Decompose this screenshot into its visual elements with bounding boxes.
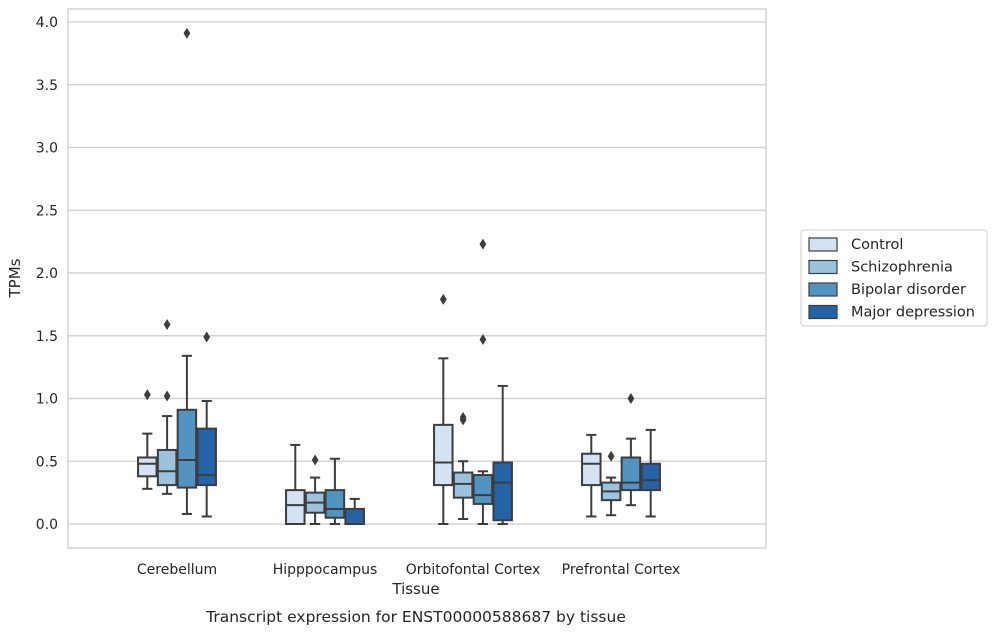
outlier-point bbox=[479, 334, 487, 346]
plot-area-frame bbox=[67, 8, 767, 549]
outlier-point bbox=[183, 27, 191, 39]
box-cerebellum-control bbox=[137, 389, 158, 490]
box-hipppocampus-control bbox=[285, 443, 306, 525]
legend-frame bbox=[800, 229, 988, 327]
outlier-point bbox=[163, 318, 171, 330]
box-prefrontal-cortex-schizophrenia bbox=[600, 450, 622, 517]
x-tick-label-cerebellum: Cerebellum bbox=[137, 562, 217, 578]
chart-caption: Transcript expression for ENST0000058868… bbox=[205, 608, 626, 626]
y-tick-label: 1.5 bbox=[36, 329, 58, 345]
x-tick-labels: Cerebellum Hipppocampus Orbitofontal Corte… bbox=[137, 562, 680, 578]
legend-label-major-depression: Major depression bbox=[851, 305, 975, 321]
box-cerebellum-major-depression bbox=[196, 331, 217, 518]
x-tick-label-hipppocampus: Hipppocampus bbox=[273, 562, 378, 578]
box-iqr bbox=[433, 423, 454, 487]
box-hipppocampus-major-depression bbox=[344, 497, 365, 526]
box-iqr bbox=[581, 452, 602, 487]
box-iqr bbox=[452, 471, 474, 499]
box-iqr bbox=[472, 474, 494, 505]
legend-label-control: Control bbox=[851, 237, 903, 253]
legend-swatch-major-depression bbox=[808, 304, 838, 320]
box-iqr bbox=[285, 489, 306, 525]
outlier-point bbox=[163, 390, 171, 402]
y-tick-label: 0.0 bbox=[36, 517, 58, 533]
box-iqr bbox=[324, 489, 346, 519]
outlier-point bbox=[627, 393, 635, 404]
outlier-point bbox=[607, 450, 615, 462]
outlier-point bbox=[459, 411, 467, 423]
gridlines bbox=[68, 21, 766, 525]
box-cerebellum-schizophrenia bbox=[156, 318, 178, 495]
outlier-point bbox=[203, 331, 211, 343]
box-orbitofontal-cortex-control bbox=[433, 293, 454, 525]
box-cerebellum-bipolar-disorder bbox=[176, 27, 198, 515]
box-iqr bbox=[137, 456, 158, 478]
box-iqr bbox=[176, 408, 198, 489]
outlier-point bbox=[439, 293, 447, 305]
outlier-point bbox=[143, 389, 151, 401]
y-tick-label: 0.5 bbox=[36, 454, 58, 470]
box-orbitofontal-cortex-schizophrenia bbox=[452, 411, 474, 520]
box-prefrontal-cortex-bipolar-disorder bbox=[620, 393, 642, 507]
outlier-point bbox=[479, 238, 487, 250]
box-iqr bbox=[620, 456, 642, 492]
legend-swatch-bipolar-disorder bbox=[808, 282, 838, 297]
box-hipppocampus-bipolar-disorder bbox=[324, 457, 346, 525]
y-tick-label: 2.5 bbox=[36, 203, 58, 219]
box-iqr bbox=[156, 448, 178, 487]
x-tick-label-prefrontal-cortex: Prefrontal Cortex bbox=[562, 562, 681, 578]
box-orbitofontal-cortex-major-depression bbox=[492, 384, 513, 525]
y-tick-label: 2.0 bbox=[36, 266, 58, 282]
y-tick-labels: 0.0 0.5 1.0 1.5 2.0 2.5 3.0 3.5 4.0 bbox=[36, 15, 58, 533]
box-prefrontal-cortex-control bbox=[581, 433, 602, 518]
legend: Control Schizophrenia Bipolar disorder Majo… bbox=[800, 229, 988, 327]
legend-label-bipolar-disorder: Bipolar disorder bbox=[851, 282, 966, 298]
x-axis-label: Tissue bbox=[391, 580, 439, 598]
outlier-point bbox=[311, 454, 319, 466]
y-axis-label: TPMs bbox=[6, 258, 24, 298]
box-orbitofontal-cortex-bipolar-disorder bbox=[472, 238, 494, 525]
x-tick-label-orbitofontal-cortex: Orbitofontal Cortex bbox=[406, 562, 541, 578]
legend-swatch-schizophrenia bbox=[808, 259, 838, 275]
box-iqr bbox=[640, 462, 661, 492]
y-tick-label: 4.0 bbox=[36, 15, 58, 31]
y-tick-label: 3.0 bbox=[36, 141, 58, 157]
box-iqr bbox=[492, 461, 513, 522]
box-prefrontal-cortex-major-depression bbox=[640, 428, 661, 518]
legend-swatch-control bbox=[808, 237, 838, 252]
y-tick-label: 3.5 bbox=[36, 78, 58, 94]
box-iqr bbox=[196, 427, 217, 487]
y-tick-label: 1.0 bbox=[36, 392, 58, 408]
box-iqr bbox=[344, 507, 365, 526]
legend-label-schizophrenia: Schizophrenia bbox=[851, 260, 953, 276]
box-hipppocampus-schizophrenia bbox=[304, 454, 326, 525]
box-plots bbox=[137, 27, 661, 526]
